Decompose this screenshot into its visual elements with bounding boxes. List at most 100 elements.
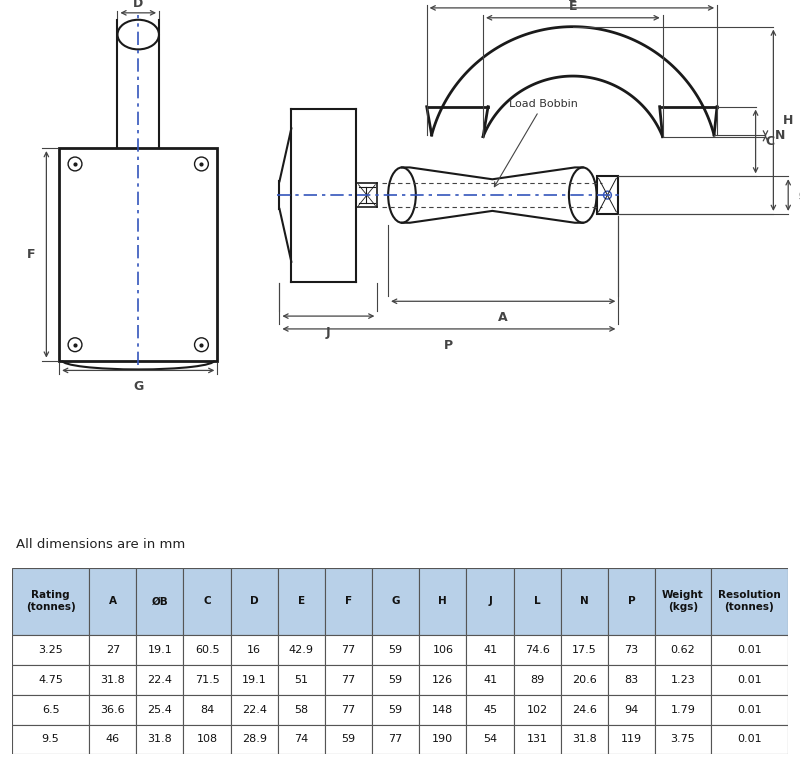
Text: 0.01: 0.01 <box>737 705 762 715</box>
Bar <box>12 664 89 695</box>
Text: H: H <box>438 597 447 607</box>
Bar <box>230 664 278 695</box>
Bar <box>561 664 608 695</box>
Text: 28.9: 28.9 <box>242 735 266 744</box>
Bar <box>711 635 788 664</box>
Bar <box>711 568 788 635</box>
Text: 16: 16 <box>247 645 262 655</box>
Text: 119: 119 <box>621 735 642 744</box>
Bar <box>655 635 711 664</box>
Bar <box>608 695 655 725</box>
Text: 3.75: 3.75 <box>670 735 695 744</box>
Bar <box>711 695 788 725</box>
Text: 89: 89 <box>530 674 544 685</box>
Bar <box>608 568 655 635</box>
Text: F: F <box>27 248 35 261</box>
Bar <box>419 568 466 635</box>
Text: 102: 102 <box>526 705 548 715</box>
Bar <box>419 635 466 664</box>
Text: G: G <box>391 597 400 607</box>
Bar <box>372 725 419 754</box>
Text: 59: 59 <box>389 674 402 685</box>
Bar <box>608 664 655 695</box>
Bar <box>183 664 230 695</box>
Text: 0.01: 0.01 <box>737 735 762 744</box>
Text: 190: 190 <box>432 735 454 744</box>
Bar <box>655 695 711 725</box>
Text: 59: 59 <box>342 735 356 744</box>
Text: 0.01: 0.01 <box>737 674 762 685</box>
Text: 77: 77 <box>389 735 403 744</box>
Text: Weight
(kgs): Weight (kgs) <box>662 591 704 612</box>
Bar <box>514 635 561 664</box>
Bar <box>561 725 608 754</box>
Text: 74.6: 74.6 <box>525 645 550 655</box>
Bar <box>183 725 230 754</box>
Bar <box>230 635 278 664</box>
Text: 58: 58 <box>294 705 309 715</box>
Bar <box>655 568 711 635</box>
Bar <box>608 725 655 754</box>
Bar <box>12 695 89 725</box>
Text: 94: 94 <box>624 705 638 715</box>
Bar <box>278 568 325 635</box>
Text: G: G <box>133 380 143 393</box>
Bar <box>89 725 136 754</box>
Text: Load Bobbin: Load Bobbin <box>494 98 578 187</box>
Text: 45: 45 <box>483 705 497 715</box>
Text: 22.4: 22.4 <box>147 674 173 685</box>
Bar <box>711 725 788 754</box>
Text: L: L <box>534 597 541 607</box>
Text: 84: 84 <box>200 705 214 715</box>
Text: A: A <box>109 597 117 607</box>
Text: N: N <box>775 130 786 142</box>
Bar <box>655 664 711 695</box>
Text: All dimensions are in mm: All dimensions are in mm <box>16 538 186 552</box>
Text: 31.8: 31.8 <box>147 735 172 744</box>
Bar <box>183 695 230 725</box>
Bar <box>561 568 608 635</box>
Text: ØB: ØB <box>799 188 800 202</box>
Text: 9.5: 9.5 <box>42 735 59 744</box>
Text: 0.01: 0.01 <box>737 645 762 655</box>
Bar <box>230 695 278 725</box>
Text: 0.62: 0.62 <box>670 645 695 655</box>
Text: 22.4: 22.4 <box>242 705 266 715</box>
Bar <box>419 664 466 695</box>
Text: 24.6: 24.6 <box>572 705 597 715</box>
Text: C: C <box>766 135 774 148</box>
Bar <box>183 635 230 664</box>
Bar <box>278 664 325 695</box>
Bar <box>419 695 466 725</box>
Bar <box>372 664 419 695</box>
Bar <box>372 568 419 635</box>
Text: 4.75: 4.75 <box>38 674 63 685</box>
Text: D: D <box>133 0 143 11</box>
Bar <box>230 725 278 754</box>
Bar <box>372 695 419 725</box>
Text: E: E <box>569 1 577 14</box>
Text: 59: 59 <box>389 645 402 655</box>
Bar <box>230 568 278 635</box>
Bar <box>466 635 514 664</box>
Bar <box>514 725 561 754</box>
Text: 41: 41 <box>483 645 497 655</box>
Bar <box>711 664 788 695</box>
Bar <box>136 635 183 664</box>
Text: 106: 106 <box>432 645 454 655</box>
Bar <box>12 725 89 754</box>
Text: F: F <box>345 597 352 607</box>
Text: 1.23: 1.23 <box>670 674 695 685</box>
Bar <box>136 664 183 695</box>
Text: Resolution
(tonnes): Resolution (tonnes) <box>718 591 781 612</box>
Bar <box>597 176 618 214</box>
Text: 17.5: 17.5 <box>572 645 597 655</box>
Bar <box>278 725 325 754</box>
Text: 77: 77 <box>342 674 356 685</box>
Text: 126: 126 <box>432 674 454 685</box>
Bar <box>89 568 136 635</box>
Bar <box>561 695 608 725</box>
Text: H: H <box>783 114 794 126</box>
Text: 77: 77 <box>342 645 356 655</box>
Bar <box>561 635 608 664</box>
